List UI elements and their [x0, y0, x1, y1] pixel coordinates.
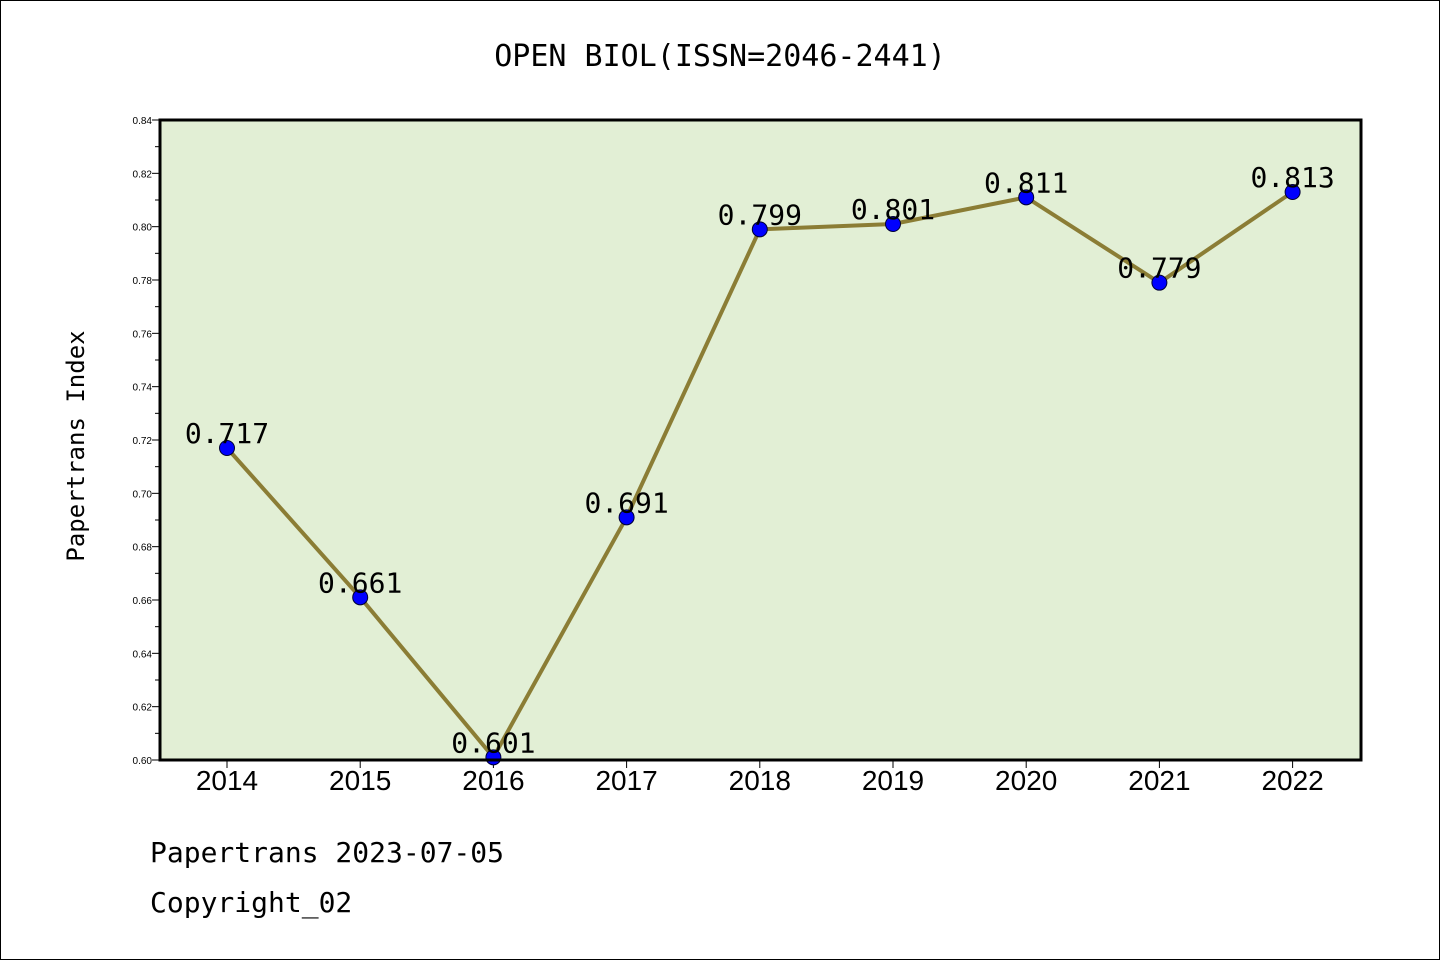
x-tick-label: 2014: [196, 765, 258, 796]
x-tick-label: 2017: [595, 765, 657, 796]
data-point-marker: [885, 216, 901, 232]
x-tick-label: 2016: [462, 765, 524, 796]
y-tick-label: 0.82: [133, 169, 153, 180]
y-tick-label: 0.76: [133, 329, 153, 340]
x-tick-label: 2015: [329, 765, 391, 796]
data-label: 0.801: [851, 193, 935, 226]
data-label: 0.779: [1117, 252, 1201, 285]
x-tick-label: 2021: [1128, 765, 1190, 796]
data-label: 0.799: [718, 198, 802, 231]
x-tick-label: 2018: [729, 765, 791, 796]
data-label: 0.813: [1250, 161, 1334, 194]
data-label: 0.601: [451, 726, 535, 759]
data-label: 0.717: [185, 417, 269, 450]
y-tick-label: 0.62: [133, 703, 153, 714]
y-tick-label: 0.66: [133, 596, 153, 607]
data-point-marker: [219, 440, 235, 456]
y-tick-label: 0.80: [133, 223, 153, 234]
data-label: 0.811: [984, 166, 1068, 199]
data-point-marker: [1151, 274, 1168, 291]
y-axis-ticks: 0.60 0.62 0.64 0.66 0.68 0.70 0.72 0.74 0.76 0.78…: [133, 116, 160, 767]
y-tick-label: 0.84: [133, 116, 153, 127]
x-tick-label: 2020: [995, 765, 1057, 796]
data-point-marker: [618, 509, 635, 526]
y-tick-label: 0.64: [133, 649, 153, 660]
chart-title: OPEN BIOL(ISSN=2046-2441): [494, 39, 946, 74]
y-tick-label: 0.72: [133, 436, 153, 447]
data-label: 0.661: [318, 566, 402, 599]
data-point-marker: [1284, 184, 1301, 200]
y-tick-label: 0.68: [133, 543, 153, 554]
data-point-marker: [1018, 189, 1035, 206]
data-label: 0.691: [584, 486, 668, 519]
footer-date: Papertrans 2023-07-05: [150, 836, 505, 869]
data-labels: 0.717 0.661 0.601 0.691 0.799 0.801 0.811 0.779…: [185, 161, 1335, 759]
y-tick-label: 0.60: [133, 756, 153, 767]
plot-border: [158, 118, 1363, 762]
y-tick-label: 0.78: [133, 276, 153, 287]
y-tick-label: 0.70: [133, 489, 153, 500]
y-tick-label: 0.74: [133, 383, 153, 394]
x-tick-label: 2022: [1261, 765, 1323, 796]
footer-copyright: Copyright_02: [150, 886, 353, 919]
data-point-marker: [352, 589, 369, 606]
x-tick-label: 2019: [862, 765, 924, 796]
data-point-marker: [751, 221, 768, 238]
y-axis-label: Papertrans Index: [62, 330, 90, 561]
x-axis-ticks: 2014 2015 2016 2017 2018 2019 2020 2021 2022: [196, 760, 1324, 796]
